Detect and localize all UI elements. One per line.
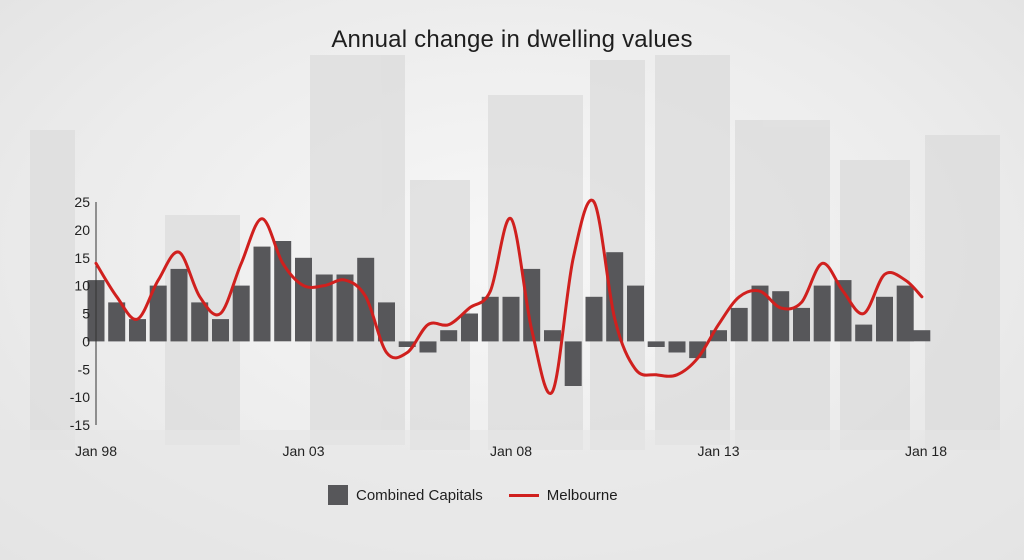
bar-combined-capitals (730, 307, 748, 342)
y-tick-label: 15 (74, 250, 90, 266)
y-tick-label: -10 (70, 389, 90, 405)
bar-combined-capitals (668, 341, 686, 353)
chart-legend: Combined Capitals Melbourne (328, 485, 618, 505)
bar-combined-capitals (793, 307, 810, 342)
bar-combined-capitals (191, 302, 209, 342)
bar-combined-capitals (149, 285, 167, 342)
bar-combined-capitals (813, 285, 831, 342)
bar-combined-capitals (232, 285, 250, 342)
bar-combined-capitals (502, 296, 520, 342)
bar-combined-capitals (253, 246, 271, 342)
legend-label-combined-capitals: Combined Capitals (356, 486, 483, 504)
bar-combined-capitals (378, 302, 395, 342)
bar-combined-capitals (647, 341, 665, 347)
x-tick-label: Jan 98 (75, 443, 117, 459)
chart-title: Annual change in dwelling values (331, 26, 693, 53)
x-tick-label: Jan 03 (282, 443, 324, 459)
x-tick-label: Jan 08 (490, 443, 532, 459)
bar-combined-capitals (170, 268, 188, 342)
bar-combined-capitals (129, 319, 146, 342)
y-tick-label: 25 (74, 194, 90, 210)
bar-combined-capitals (564, 341, 582, 386)
bar-combined-capitals (336, 274, 354, 342)
bar-combined-capitals (461, 313, 478, 342)
bar-combined-capitals (398, 341, 416, 347)
bar-combined-capitals (544, 330, 561, 342)
bar-combined-capitals (212, 319, 229, 342)
legend-swatch-melbourne (508, 493, 539, 497)
bar-combined-capitals (481, 296, 499, 342)
y-tick-label: -5 (78, 361, 91, 377)
legend-label-melbourne: Melbourne (546, 486, 618, 504)
bar-combined-capitals (315, 274, 333, 342)
bar-combined-capitals (274, 241, 292, 342)
bar-combined-capitals (627, 285, 644, 342)
legend-swatch-combined-capitals (328, 485, 348, 505)
bar-combined-capitals (896, 285, 914, 342)
bar-combined-capitals (606, 252, 624, 342)
bar-combined-capitals (913, 330, 931, 342)
bar-combined-capitals (772, 291, 790, 342)
line-melbourne (94, 198, 924, 396)
y-tick-label: 5 (82, 306, 90, 322)
bar-combined-capitals (876, 296, 893, 342)
x-tick-label: Jan 13 (697, 443, 739, 459)
bar-combined-capitals (440, 330, 458, 342)
y-tick-label: 0 (82, 333, 90, 349)
y-tick-label: 10 (74, 278, 90, 294)
bar-combined-capitals (295, 257, 312, 342)
y-tick-label: 20 (74, 222, 90, 238)
bar-combined-capitals (523, 268, 541, 342)
x-tick-label: Jan 18 (905, 443, 947, 459)
bar-combined-capitals (585, 296, 603, 342)
bar-combined-capitals (751, 285, 769, 342)
bar-combined-capitals (710, 330, 727, 342)
bar-combined-capitals (108, 302, 126, 342)
y-tick-label: -15 (70, 417, 90, 433)
bar-combined-capitals (419, 341, 437, 353)
bar-combined-capitals (855, 324, 873, 342)
